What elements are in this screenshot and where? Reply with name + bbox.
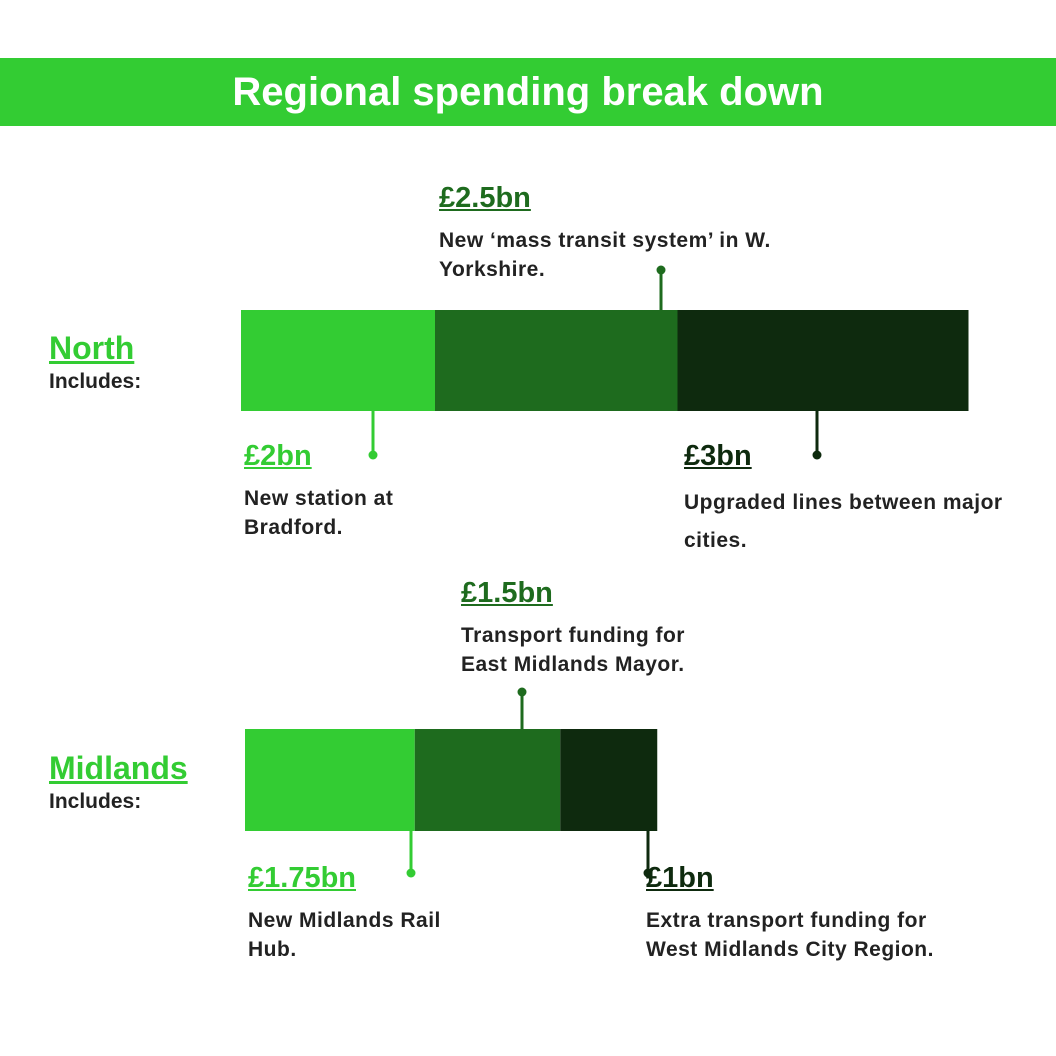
title-banner: Regional spending break down bbox=[0, 58, 1056, 126]
midlands-amount-2: £1.5bn bbox=[461, 577, 553, 609]
leader-dot-midlands-3 bbox=[643, 868, 653, 878]
region-name-midlands: Midlands bbox=[49, 750, 188, 786]
region-subtitle-midlands: Includes: bbox=[49, 790, 142, 813]
bar-segment-midlands-3 bbox=[560, 729, 658, 831]
bar-segment-north-1 bbox=[241, 310, 435, 411]
region-name-north: North bbox=[49, 330, 135, 366]
north-description-1: New station at Bradford. bbox=[244, 487, 394, 539]
leader-dot-north-2 bbox=[656, 265, 666, 275]
page-title: Regional spending break down bbox=[232, 70, 824, 114]
leader-dot-midlands-2 bbox=[517, 687, 527, 697]
midlands-description-2: Transport funding for East Midlands Mayo… bbox=[461, 624, 685, 676]
region-subtitle-north: Includes: bbox=[49, 370, 142, 393]
midlands-description-1: New Midlands Rail Hub. bbox=[248, 909, 441, 961]
bar-segment-north-3 bbox=[677, 310, 969, 411]
midlands-description-3: Extra transport funding for West Midland… bbox=[646, 909, 934, 961]
leader-dot-north-1 bbox=[368, 450, 378, 460]
north-amount-1: £2bn bbox=[244, 440, 312, 472]
north-amount-3: £3bn bbox=[684, 440, 752, 472]
north-description-3: Upgraded lines between major cities. bbox=[684, 491, 1003, 552]
north-amount-2: £2.5bn bbox=[439, 182, 531, 214]
leader-dot-north-3 bbox=[812, 450, 822, 460]
north-description-2: New ‘mass transit system’ in W. Yorkshir… bbox=[439, 229, 771, 281]
midlands-amount-3: £1bn bbox=[646, 862, 714, 894]
leader-dot-midlands-1 bbox=[406, 868, 416, 878]
bar-segment-north-2 bbox=[435, 310, 678, 411]
bar-segment-midlands-1 bbox=[245, 729, 415, 831]
bar-segment-midlands-2 bbox=[414, 729, 561, 831]
midlands-amount-1: £1.75bn bbox=[248, 862, 356, 894]
